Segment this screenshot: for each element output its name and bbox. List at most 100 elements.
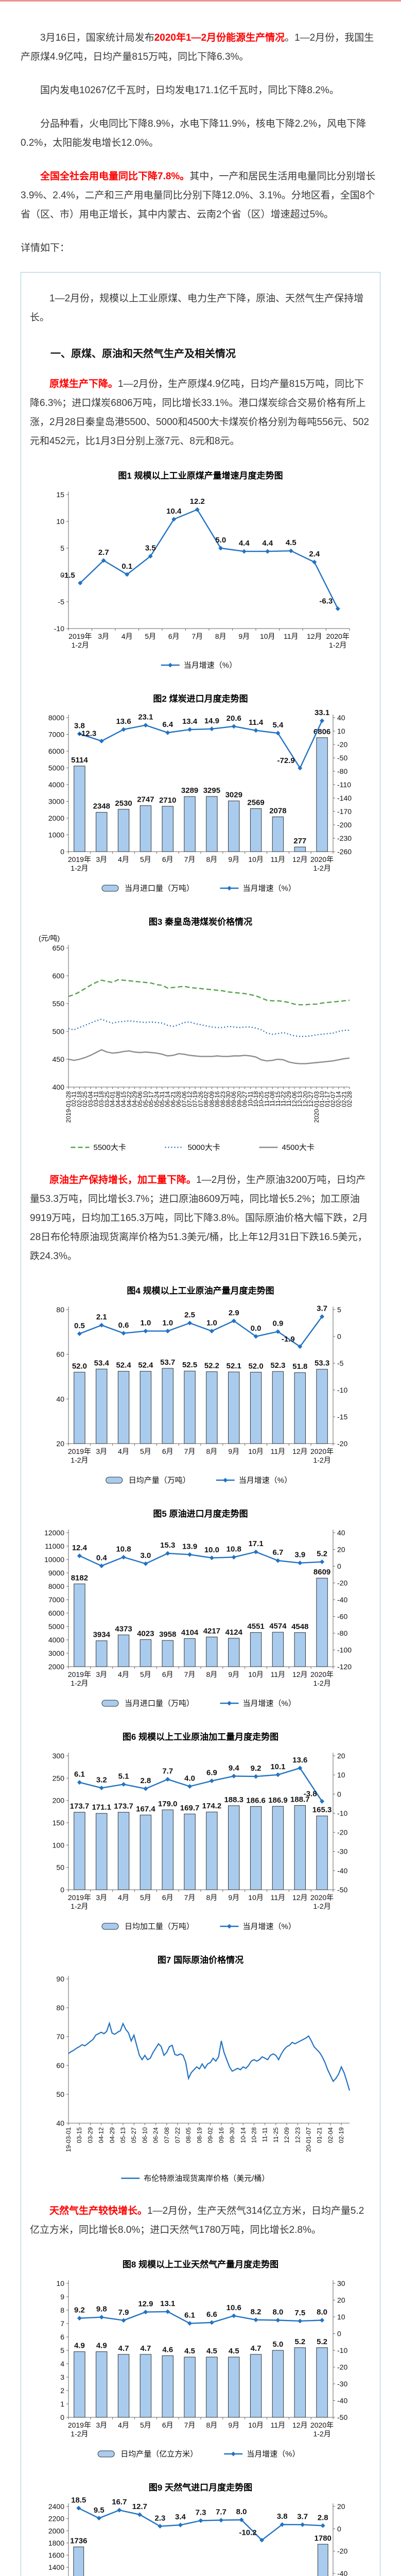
svg-text:9.4: 9.4: [228, 1764, 239, 1772]
svg-text:2000: 2000: [48, 814, 64, 822]
svg-text:3.4: 3.4: [175, 2513, 186, 2521]
svg-text:600: 600: [52, 972, 64, 980]
svg-text:11月: 11月: [270, 2421, 285, 2429]
svg-text:52.3: 52.3: [270, 1361, 285, 1370]
svg-text:10.8: 10.8: [226, 1545, 241, 1553]
svg-text:-72.9: -72.9: [277, 756, 294, 765]
chart-title: 图4 规模以上工业原油产量月度走势图: [127, 1285, 274, 1296]
svg-text:10月: 10月: [248, 855, 264, 863]
svg-text:2020年1-2月: 2020年 1-2月: [310, 1447, 334, 1464]
svg-text:11-22: 11-22: [280, 1091, 287, 1106]
svg-text:4.5: 4.5: [228, 2347, 239, 2355]
intro-p1-highlight: 2020年1—2月份能源生产情况: [154, 32, 285, 43]
svg-text:3月: 3月: [96, 1670, 107, 1679]
svg-text:1: 1: [60, 2400, 64, 2408]
svg-text:02-28: 02-28: [346, 1091, 353, 1107]
svg-text:日均产量（亿立方米）: 日均产量（亿立方米）: [120, 2450, 198, 2459]
chart-figure-9: 图9 天然气进口月度走势图200400600800100012001400160…: [30, 2480, 371, 2576]
svg-text:15: 15: [56, 490, 64, 499]
svg-text:0: 0: [60, 2413, 64, 2421]
svg-text:09-20: 09-20: [235, 1091, 242, 1107]
svg-text:4月: 4月: [121, 632, 132, 640]
svg-text:23.1: 23.1: [138, 713, 153, 721]
chart-figure-1: 图1 规模以上工业原煤产量增速月度走势图 -10 -5 0 5 10 15 2019年 1-2月…: [30, 468, 371, 674]
svg-text:-50: -50: [337, 2413, 347, 2421]
svg-text:08-09: 08-09: [208, 1091, 215, 1107]
svg-text:2020年1-2月: 2020年 1-2月: [310, 1670, 334, 1687]
svg-text:7.3: 7.3: [195, 2509, 206, 2517]
details-label: 详情如下：: [21, 243, 70, 254]
svg-text:5月: 5月: [140, 2421, 151, 2429]
coal-highlight: 原煤生产下降。: [49, 378, 118, 389]
svg-text:3: 3: [60, 2373, 64, 2381]
chart-title: 图9 天然气进口月度走势图: [148, 2483, 253, 2493]
svg-text:02-07: 02-07: [329, 1091, 336, 1107]
svg-text:550: 550: [52, 999, 64, 1008]
svg-text:10-18: 10-18: [252, 1091, 259, 1107]
svg-text:3月: 3月: [96, 1893, 107, 1902]
svg-text:4.5: 4.5: [184, 2347, 195, 2355]
gas-text: 1—2月份，生产天然气314亿立方米，日均产量5.2亿立方米，同比增长8.0%；…: [30, 2205, 364, 2235]
svg-text:0: 0: [60, 848, 64, 856]
svg-text:13.9: 13.9: [182, 1542, 197, 1551]
svg-text:7000: 7000: [48, 1596, 64, 1604]
chart-canvas: 2000 3000 4000 5000 6000 7000 8000 9000 10000 110…: [44, 1529, 352, 1708]
svg-text:4.5: 4.5: [206, 2347, 217, 2355]
svg-text:08-19: 08-19: [196, 2127, 203, 2143]
svg-text:-260: -260: [337, 848, 352, 856]
svg-text:13.6: 13.6: [116, 717, 131, 726]
svg-text:5.2: 5.2: [317, 2337, 327, 2346]
svg-text:07-22: 07-22: [174, 2127, 181, 2143]
svg-text:0.4: 0.4: [96, 1553, 107, 1562]
svg-text:4: 4: [60, 2360, 64, 2368]
svg-text:8月: 8月: [206, 2421, 217, 2429]
svg-text:05-31: 05-31: [159, 1091, 166, 1107]
svg-text:4548: 4548: [291, 1622, 308, 1631]
svg-text:2.7: 2.7: [98, 548, 109, 557]
svg-text:52.0: 52.0: [72, 1362, 86, 1370]
svg-text:12-20: 12-20: [302, 1091, 309, 1107]
svg-text:03-04: 03-04: [86, 1091, 94, 1107]
svg-text:8月: 8月: [206, 855, 217, 863]
svg-text:1.0: 1.0: [206, 1319, 217, 1328]
svg-text:650: 650: [52, 944, 64, 952]
svg-text:-50: -50: [337, 1886, 347, 1894]
svg-text:12-09: 12-09: [283, 2127, 290, 2143]
svg-text:06-28: 06-28: [175, 1091, 182, 1107]
svg-text:169.7: 169.7: [180, 1804, 199, 1812]
svg-text:-15: -15: [337, 1413, 347, 1421]
svg-text:-30: -30: [337, 2380, 347, 2388]
intro-p4-highlight: 全国全社会用电量同比下降7.8%。: [40, 171, 190, 182]
chart-canvas: 20 40 60 80 -20 -15 -10 -5 0 5 2019年 1-2月 3月 4月 5月 6月 7月…: [56, 1304, 347, 1485]
svg-text:6月: 6月: [162, 2421, 173, 2429]
svg-text:277: 277: [293, 837, 306, 845]
svg-text:当月增速（%）: 当月增速（%）: [238, 1476, 291, 1485]
svg-text:4551: 4551: [247, 1622, 264, 1631]
svg-text:04-01: 04-01: [109, 1091, 116, 1107]
svg-text:179.0: 179.0: [158, 1800, 177, 1808]
svg-text:-6.3: -6.3: [319, 597, 333, 605]
svg-text:-40: -40: [337, 2397, 347, 2405]
chart-canvas: 0 1 2 3 4 5 6 7 8 9 10 -50 -40 -30 -20 -10 0 10 20 30 2019年 1…: [56, 2279, 347, 2459]
svg-text:5.2: 5.2: [294, 2337, 305, 2346]
svg-text:07-26: 07-26: [197, 1091, 204, 1107]
svg-text:5.0: 5.0: [272, 2340, 283, 2349]
svg-text:14.9: 14.9: [204, 716, 219, 725]
svg-text:20: 20: [337, 2502, 345, 2511]
svg-text:9月: 9月: [228, 1447, 239, 1455]
svg-text:8000: 8000: [48, 714, 64, 722]
svg-text:53.7: 53.7: [160, 1358, 175, 1367]
svg-text:20: 20: [337, 1752, 345, 1760]
svg-text:-120: -120: [337, 1663, 352, 1671]
svg-text:2.1: 2.1: [96, 1313, 107, 1321]
svg-text:06-24: 06-24: [152, 2127, 159, 2143]
svg-text:-20: -20: [337, 740, 347, 749]
svg-text:11.4: 11.4: [248, 718, 263, 726]
svg-text:7月: 7月: [184, 2421, 195, 2429]
svg-text:日均产量（万吨）: 日均产量（万吨）: [128, 1476, 190, 1485]
svg-text:02-14: 02-14: [335, 1091, 342, 1107]
svg-text:2000: 2000: [48, 1663, 64, 1671]
chart-figure-6: 图6 规模以上工业原油加工量月度走势图 0 50 100 150 200 250 300 -50…: [30, 1730, 371, 1935]
svg-text:186.6: 186.6: [246, 1796, 266, 1805]
svg-text:12.4: 12.4: [72, 1544, 87, 1552]
